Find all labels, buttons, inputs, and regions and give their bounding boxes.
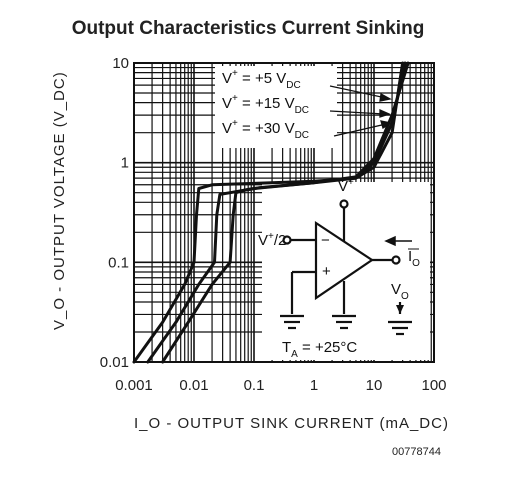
legend-entry-5v: V+ = +5 VDC (222, 68, 301, 91)
chart-title: Output Characteristics Current Sinking (71, 18, 425, 39)
series-line-2 (146, 61, 407, 364)
ground-icon (332, 314, 356, 330)
x-tick-label: 100 (421, 377, 446, 394)
inverting-input-label: − (321, 232, 330, 249)
x-tick-labels: 0.001 0.01 0.1 1 10 100 (115, 377, 446, 394)
output-terminal-icon (391, 255, 401, 265)
y-tick-labels: 0.01 0.1 1 10 (100, 55, 129, 371)
x-tick-label: 0.1 (244, 377, 265, 394)
legend-arrows (329, 85, 393, 137)
curves (132, 61, 410, 364)
io-label: IO (408, 248, 420, 269)
x-tick-label: 1 (310, 377, 318, 394)
opamp-schematic (280, 199, 412, 336)
schematic-panel (262, 182, 430, 360)
vplus-label: V+ (338, 177, 354, 195)
current-arrow-icon (384, 235, 412, 247)
opamp-triangle-icon (314, 220, 374, 301)
legend-entry-15v: V+ = +15 VDC (222, 93, 309, 116)
ground-icon (280, 314, 304, 330)
plot-frame (133, 62, 435, 363)
vhalf-terminal-icon (282, 235, 292, 245)
legend-entry-30v: V+ = +30 VDC (222, 118, 309, 141)
y-tick-label: 0.01 (100, 354, 129, 371)
x-tick-label: 0.001 (115, 377, 153, 394)
noninverting-input-label: + (322, 263, 331, 280)
ta-label: TA = +25°C (282, 339, 357, 360)
vo-label: VO (391, 281, 409, 302)
vhalf-label: V+/2 (258, 231, 286, 249)
y-tick-label: 1 (121, 155, 129, 172)
y-axis-label: V_O - OUTPUT VOLTAGE (V_DC) (51, 71, 68, 330)
y-tick-label: 0.1 (108, 254, 129, 271)
figure-id: 00778744 (392, 446, 441, 458)
series-line-1 (132, 61, 405, 364)
x-tick-label: 10 (366, 377, 383, 394)
vplus-terminal-icon (339, 199, 349, 209)
x-tick-label: 0.01 (179, 377, 208, 394)
voltage-arrow-icon (396, 305, 404, 314)
ground-icon (388, 320, 412, 336)
y-tick-label: 10 (112, 55, 129, 72)
x-axis-label: I_O - OUTPUT SINK CURRENT (mA_DC) (134, 415, 449, 432)
legend-panel (215, 66, 337, 148)
series-line-3 (161, 61, 410, 364)
